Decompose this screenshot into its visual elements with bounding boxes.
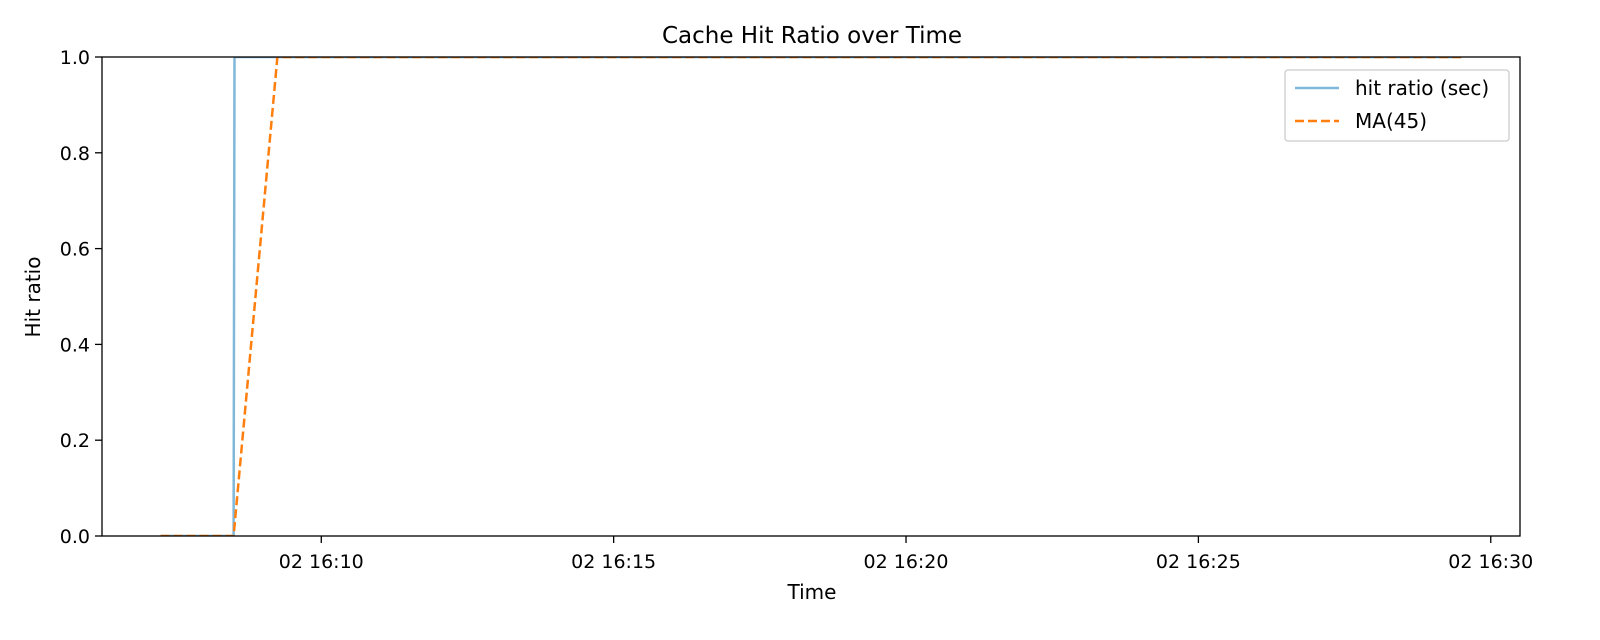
legend: hit ratio (sec) MA(45) bbox=[1284, 69, 1510, 142]
y-tick-label: 0.6 bbox=[60, 239, 90, 261]
x-tick-label: 02 16:20 bbox=[864, 551, 949, 573]
legend-label-ma45: MA(45) bbox=[1355, 109, 1427, 133]
x-axis-label: Time bbox=[787, 580, 837, 604]
y-axis-ticks: 0.0 0.2 0.4 0.6 0.8 1.0 bbox=[60, 47, 102, 548]
x-tick-label: 02 16:10 bbox=[279, 551, 364, 573]
series-line-ma45 bbox=[160, 57, 1462, 536]
y-tick-label: 0.8 bbox=[60, 143, 90, 165]
x-tick-label: 02 16:30 bbox=[1448, 551, 1533, 573]
x-tick-label: 02 16:15 bbox=[571, 551, 656, 573]
y-tick-label: 0.0 bbox=[60, 526, 90, 548]
series-layer bbox=[160, 57, 1462, 536]
y-tick-label: 1.0 bbox=[60, 47, 90, 69]
x-axis-ticks: 02 16:10 02 16:15 02 16:20 02 16:25 02 16:30 bbox=[279, 536, 1533, 573]
legend-label-hit-ratio: hit ratio (sec) bbox=[1355, 76, 1489, 100]
y-tick-label: 0.2 bbox=[60, 430, 90, 452]
plot-frame bbox=[101, 56, 1521, 537]
x-tick-label: 02 16:25 bbox=[1156, 551, 1241, 573]
series-line-hit-ratio bbox=[160, 57, 1462, 536]
y-axis-label: Hit ratio bbox=[21, 257, 45, 338]
y-tick-label: 0.4 bbox=[60, 334, 90, 356]
chart-title: Cache Hit Ratio over Time bbox=[662, 23, 962, 49]
legend-frame bbox=[1284, 69, 1510, 142]
